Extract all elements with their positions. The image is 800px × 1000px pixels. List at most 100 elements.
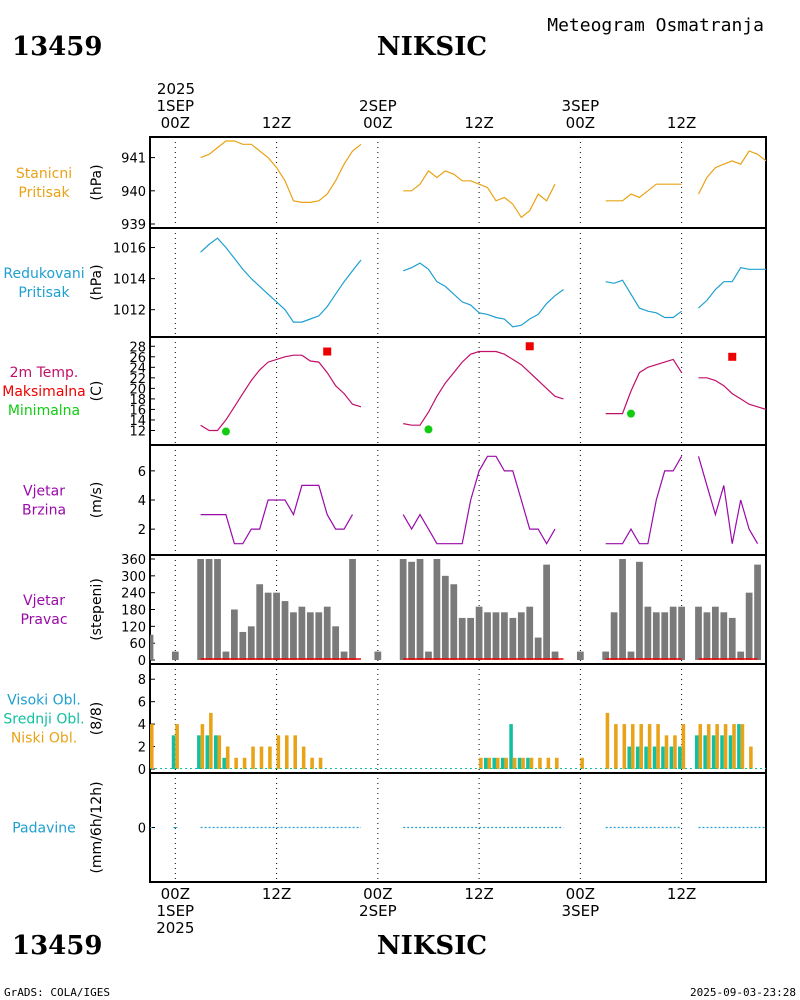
variable-label: Pritisak (18, 185, 70, 201)
variable-label: Brzina (22, 503, 66, 519)
variable-label: Vjetar (23, 593, 65, 609)
low-cloud-bar (242, 757, 247, 769)
bottom-time-label: 2SEP (359, 902, 397, 920)
y-tick-label: 4 (138, 494, 146, 509)
wind-direction-bar (492, 612, 500, 660)
station-pressure-line (200, 140, 362, 203)
wind-direction-bar (374, 651, 382, 660)
plot-area (150, 712, 766, 769)
wind-direction-bar (273, 592, 280, 660)
y-tick-label: 14 (129, 414, 146, 429)
y-tick-label: 1016 (113, 242, 146, 257)
temperature-line (200, 354, 362, 432)
y-tick-label: 360 (121, 553, 146, 568)
low-cloud-bar (664, 735, 669, 769)
station-id-bottom: 13459 (12, 931, 102, 961)
plot-area (200, 237, 766, 328)
wind-direction-bar (526, 606, 534, 660)
wind-direction-bar (222, 651, 230, 660)
wind-direction-bar (728, 617, 736, 660)
low-cloud-bar (698, 724, 703, 769)
plot-area (200, 140, 766, 219)
wind-direction-bar (171, 651, 179, 660)
mid-cloud-bar (627, 746, 631, 769)
wind-direction-bar (467, 617, 475, 660)
mid-cloud-bar (720, 735, 724, 769)
y-axis-label: (C) (89, 381, 105, 402)
wind-direction-bar (315, 612, 323, 660)
panel-frame (149, 227, 767, 338)
mid-cloud-bar (703, 735, 707, 769)
low-cloud-bar (630, 724, 635, 769)
variable-label: Vjetar (23, 484, 65, 500)
bottom-time-label: 00Z (566, 885, 595, 903)
low-cloud-bar (234, 757, 238, 769)
low-cloud-bar (512, 757, 517, 769)
wind-direction-bar (509, 617, 517, 660)
wind-direction-bar (695, 606, 702, 660)
wind-direction-bar (408, 561, 415, 660)
wind-direction-bar (678, 606, 685, 660)
wind-direction-bar (231, 609, 238, 660)
tmin-marker (424, 425, 433, 434)
low-cloud-bar (546, 757, 551, 769)
low-cloud-bar (209, 712, 213, 769)
y-tick-label: 0 (138, 822, 146, 837)
mid-cloud-bar (222, 757, 226, 769)
mid-cloud-bar (644, 746, 648, 769)
temperature-line (403, 350, 564, 426)
wind-direction-bar (619, 559, 626, 660)
wind-direction-bar (737, 651, 745, 660)
variable-label: Maksimalna (2, 384, 86, 400)
y-tick-label: 941 (121, 152, 146, 167)
wind-direction-bar (484, 612, 491, 660)
wind-direction-bar (239, 631, 247, 660)
wind-direction-bar (256, 584, 264, 660)
panel-wind-speed: 2 4 6 (m/s) Vjetar Brzina (22, 444, 767, 556)
wind-direction-bar (551, 651, 559, 660)
wind-direction-bar (450, 584, 458, 660)
low-cloud-bar (538, 757, 542, 769)
mid-cloud-bar (205, 735, 210, 769)
wind-direction-bar (661, 612, 669, 660)
reduced-pressure-line (605, 279, 682, 319)
mid-cloud-bar (737, 724, 741, 769)
mid-cloud-bar (661, 746, 665, 769)
wind-direction-bar (205, 559, 213, 660)
wind-direction-bar (349, 559, 356, 660)
mid-cloud-bar (213, 735, 218, 769)
wind-speed-line (605, 456, 683, 545)
plot-area (150, 559, 761, 660)
low-cloud-bar (529, 757, 534, 769)
tmin-marker (626, 409, 635, 418)
low-cloud-bar (217, 735, 222, 769)
y-axis-label: (mm/6h/12h) (89, 781, 105, 873)
variable-label: Niski Obl. (11, 731, 77, 747)
wind-direction-bar (501, 612, 508, 660)
wind-direction-bar (441, 575, 449, 660)
variable-label: Stanicni (16, 166, 72, 182)
variable-label: Redukovani (3, 266, 84, 282)
y-tick-label: 2 (138, 523, 146, 538)
mid-cloud-bar (678, 746, 682, 769)
wind-direction-bar (711, 606, 719, 660)
low-cloud-bar (150, 724, 154, 769)
variable-label: Padavine (12, 821, 76, 837)
year-label-top: 2025 (157, 80, 195, 98)
station-name-bottom: NIKSIC (377, 931, 487, 961)
wind-direction-bar (416, 559, 424, 660)
y-tick-label: 939 (121, 218, 146, 233)
y-tick-label: 60 (129, 637, 146, 652)
wind-direction-bar (281, 601, 289, 660)
mid-cloud-bar (652, 746, 657, 769)
y-tick-label: 1014 (113, 273, 146, 288)
low-cloud-bar (268, 746, 272, 769)
station-name-top: NIKSIC (377, 32, 487, 62)
reduced-pressure-line (698, 267, 766, 309)
wind-direction-bar (340, 651, 348, 660)
panel-clouds: 0 2 4 6 8 (8/8) Visoki Obl. Srednji Obl. Niski O… (3, 663, 767, 778)
station-id-top: 13459 (12, 32, 102, 62)
